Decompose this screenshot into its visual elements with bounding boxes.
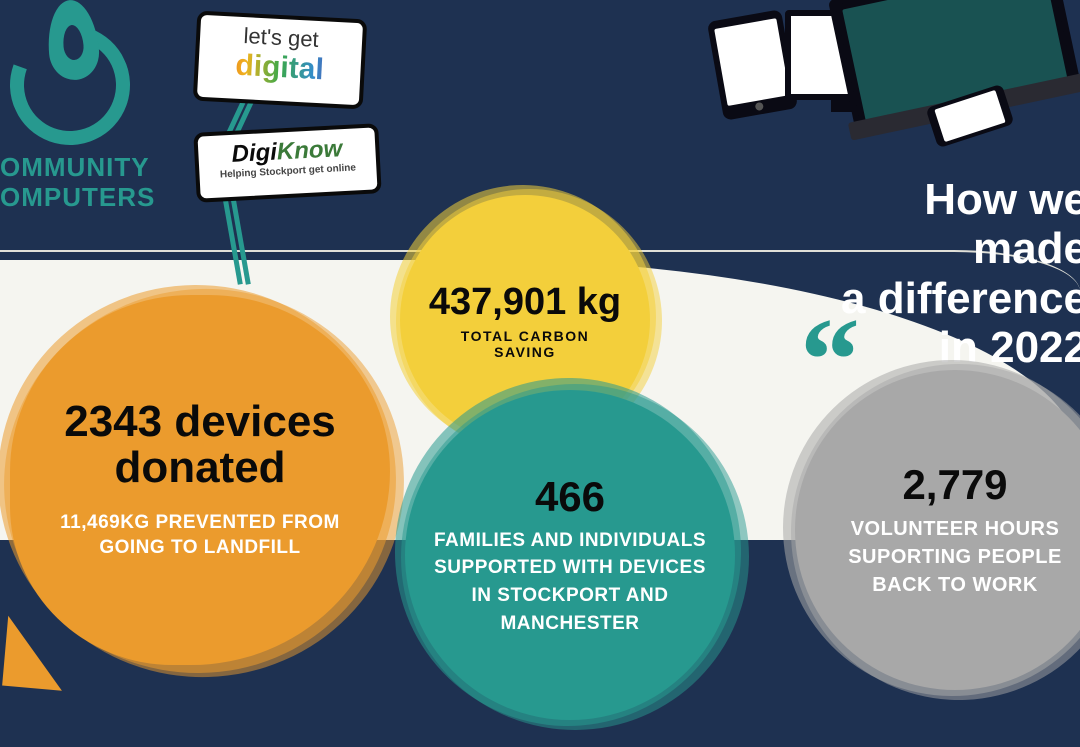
stat-bubble-families: 466 FAMILIES AND INDIVIDUALS SUPPORTED W…	[405, 390, 735, 720]
partner2-word2: Know	[276, 135, 343, 165]
stat-carbon-value: 437,901 kg	[429, 281, 621, 324]
stat-devices-label: 11,469KG PREVENTED FROM GOING TO LANDFIL…	[10, 510, 390, 561]
logo-icon	[0, 0, 150, 150]
stat-devices-value: 2343 devices donated	[10, 399, 390, 491]
stat-families-label: FAMILIES AND INDIVIDUALS SUPPORTED WITH …	[405, 527, 735, 637]
partner1-line2: digital	[212, 48, 348, 89]
headline: How we made a difference in 2022	[841, 175, 1080, 372]
partner-card-lets-get-digital: let's get digital	[193, 11, 367, 110]
stat-carbon-label: TOTAL CARBON SAVING	[400, 328, 650, 360]
headline-line2: made	[841, 224, 1080, 273]
stat-bubble-devices: 2343 devices donated 11,469KG PREVENTED …	[10, 295, 390, 665]
logo-text-line2: OMPUTERS	[0, 184, 155, 210]
headline-line3: a difference	[841, 274, 1080, 323]
logo-text-line1: OMMUNITY	[0, 154, 155, 180]
stat-volunteers-value: 2,779	[902, 461, 1007, 509]
headline-line1: How we	[841, 175, 1080, 224]
quote-marks-icon: “	[800, 330, 842, 390]
community-computers-logo: OMMUNITY OMPUTERS	[0, 0, 155, 210]
partner-card-digiknow: DigiKnow Helping Stockport get online	[193, 123, 381, 203]
stat-bubble-volunteers: 2,779 VOLUNTEER HOURS SUPORTING PEOPLE B…	[795, 370, 1080, 690]
stat-families-value: 466	[535, 473, 605, 521]
stat-volunteers-label: VOLUNTEER HOURS SUPORTING PEOPLE BACK TO…	[795, 515, 1080, 599]
partner2-word1: Digi	[231, 139, 278, 168]
